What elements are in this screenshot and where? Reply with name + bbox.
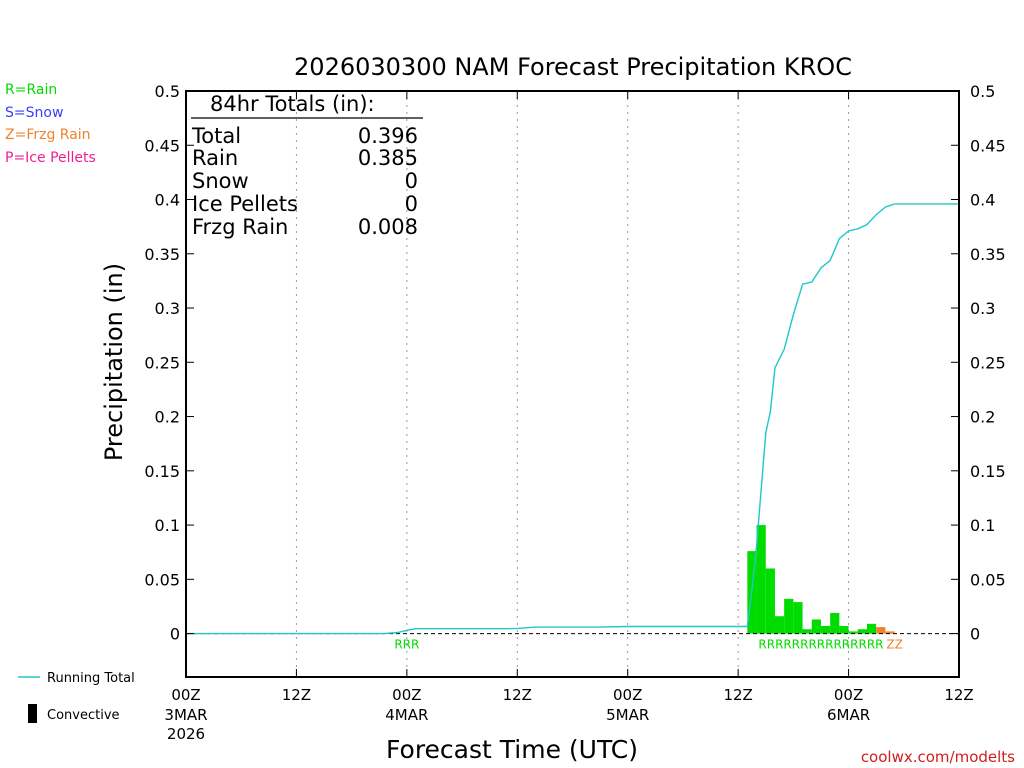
precip-bar	[774, 616, 785, 634]
totals-label-snow: Snow	[192, 169, 249, 193]
x-tick-time: 00Z	[171, 686, 200, 704]
precip-bar	[857, 629, 867, 634]
y-tick-label-right: 0.45	[970, 136, 1006, 155]
precip-bar	[876, 627, 886, 634]
y-tick-label-right: 0.1	[970, 516, 995, 535]
precip-bar	[793, 602, 803, 634]
precip-bar	[820, 625, 831, 634]
running-total-legend-label: Running Total	[47, 671, 135, 686]
y-tick-label-left: 0.4	[155, 191, 180, 210]
y-tick-label-left: 0.3	[155, 299, 180, 318]
x-tick-time: 00Z	[392, 686, 421, 704]
x-tick-time: 00Z	[834, 686, 863, 704]
y-tick-label-right: 0.2	[970, 408, 995, 427]
x-tick-time: 12Z	[503, 686, 532, 704]
y-tick-label-left: 0.15	[144, 462, 180, 481]
x-axis-label: Forecast Time (UTC)	[386, 735, 638, 764]
plot-frame	[185, 90, 960, 678]
y-axis-label: Precipitation (in)	[100, 263, 128, 461]
y-tick-label-left: 0.5	[155, 82, 180, 101]
totals-label-ice-pellets: Ice Pellets	[192, 192, 298, 216]
precip-bar	[848, 631, 858, 634]
x-tick-date: 3MAR	[164, 706, 207, 724]
credit-text: coolwx.com/modelts	[861, 748, 1015, 766]
x-tick-time: 12Z	[944, 686, 973, 704]
totals-header: 84hr Totals (in):	[210, 92, 375, 116]
totals-value-total: 0.396	[358, 124, 418, 148]
totals-label-frzg-rain: Frzg Rain	[192, 215, 288, 239]
precip-bar	[830, 612, 840, 634]
precip-bar	[765, 568, 775, 634]
x-tick-time: 12Z	[723, 686, 752, 704]
y-tick-label-left: 0	[170, 625, 180, 644]
totals-value-rain: 0.385	[358, 146, 418, 170]
x-tick-time: 12Z	[282, 686, 311, 704]
precip-bar	[885, 631, 895, 634]
precip-bar	[811, 619, 821, 634]
y-tick-label-left: 0.1	[155, 516, 180, 535]
convective-legend-label: Convective	[47, 708, 120, 723]
y-tick-label-right: 0.5	[970, 82, 995, 101]
y-tick-label-right: 0.4	[970, 191, 995, 210]
bars	[747, 525, 895, 634]
y-tick-label-left: 0.45	[144, 136, 180, 155]
y-tick-label-right: 0.15	[970, 462, 1006, 481]
ptype-marker: RRRRRRRRRRRRRRR	[758, 638, 883, 652]
y-tick-label-right: 0.25	[970, 353, 1006, 372]
totals-value-frzg-rain: 0.008	[358, 215, 418, 239]
y-tick-label-left: 0.25	[144, 353, 180, 372]
legend-rain: R=Rain	[5, 82, 58, 98]
legend-snow: S=Snow	[5, 105, 64, 121]
y-tick-label-left: 0.2	[155, 408, 180, 427]
totals-value-snow: 0	[405, 169, 418, 193]
totals-value-ice-pellets: 0	[405, 192, 418, 216]
y-tick-label-right: 0.05	[970, 570, 1006, 589]
totals-label-rain: Rain	[192, 146, 238, 170]
legend-ice-pellets: P=Ice Pellets	[5, 150, 96, 166]
legend-frzg-rain: Z=Frzg Rain	[5, 127, 91, 143]
y-tick-label-right: 0	[970, 625, 980, 644]
totals-box: 84hr Totals (in): Total 0.396 Rain 0.385…	[191, 92, 423, 239]
y-tick-label-left: 0.05	[144, 570, 180, 589]
x-tick-year: 2026	[167, 725, 205, 743]
precip-bar	[784, 598, 794, 634]
precip-bar	[756, 525, 766, 634]
precip-bar	[802, 629, 812, 634]
x-tick-date: 5MAR	[606, 706, 649, 724]
ptype-marker: ZZ	[886, 638, 902, 652]
convective-legend-swatch	[28, 704, 37, 723]
totals-label-total: Total	[191, 124, 241, 148]
precip-bar	[866, 623, 877, 634]
ptype-markers: RRR RRRRRRRRRRRRRRR ZZ	[394, 638, 902, 652]
y-tick-label-left: 0.35	[144, 245, 180, 264]
y-tick-label-right: 0.35	[970, 245, 1006, 264]
x-tick-time: 00Z	[613, 686, 642, 704]
y-tick-label-right: 0.3	[970, 299, 995, 318]
running-total-line	[186, 203, 959, 635]
precip-bar	[839, 625, 849, 634]
chart-title: 2026030300 NAM Forecast Precipitation KR…	[294, 53, 852, 81]
x-tick-date: 4MAR	[385, 706, 428, 724]
x-tick-date: 6MAR	[827, 706, 870, 724]
ptype-marker: RRR	[394, 638, 419, 652]
